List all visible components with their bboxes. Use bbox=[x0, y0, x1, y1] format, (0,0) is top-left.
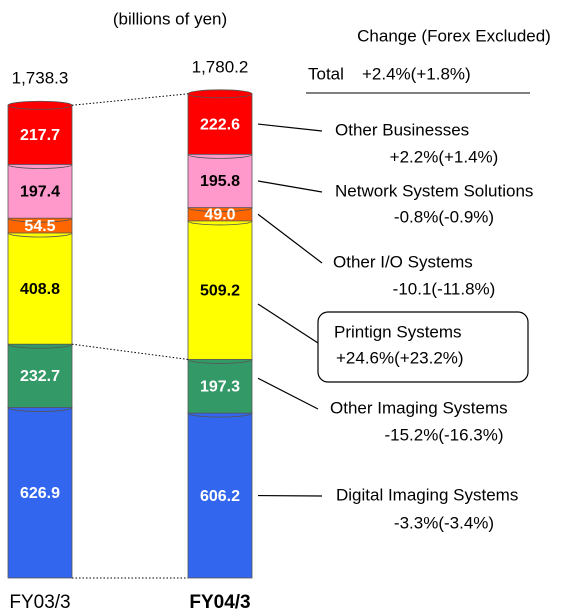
series-name: Other I/O Systems bbox=[333, 252, 473, 271]
series-change: +24.6%(+23.2%) bbox=[336, 348, 464, 367]
bar-segment bbox=[7, 164, 73, 219]
segment-label: 606.2 bbox=[200, 488, 240, 505]
series-name: Digital Imaging Systems bbox=[336, 485, 518, 504]
segment-label: 217.7 bbox=[20, 127, 60, 144]
series-name: Other Imaging Systems bbox=[330, 398, 508, 417]
segment-label: 509.2 bbox=[200, 282, 240, 299]
bar-segment bbox=[187, 359, 253, 414]
x-tick-label: FY04/3 bbox=[189, 592, 250, 613]
x-tick-label: FY03/3 bbox=[9, 592, 70, 613]
segment-label: 49.0 bbox=[204, 207, 235, 224]
bar-segment bbox=[187, 153, 253, 209]
change-header: Change (Forex Excluded) bbox=[357, 26, 551, 45]
segment-label: 195.8 bbox=[200, 173, 240, 190]
bar-segment bbox=[187, 220, 253, 360]
segment-edge bbox=[7, 100, 73, 110]
callout-line bbox=[257, 180, 323, 193]
series-name: Printign Systems bbox=[334, 322, 462, 341]
segment-label: 408.8 bbox=[20, 281, 60, 298]
connector bbox=[71, 93, 189, 106]
segment-label: 197.3 bbox=[200, 378, 240, 395]
bar-segment bbox=[187, 412, 253, 579]
callout-line bbox=[257, 377, 319, 410]
callout-line bbox=[257, 303, 319, 344]
callout-line bbox=[257, 123, 323, 132]
callout-line bbox=[257, 213, 323, 264]
callout-box bbox=[317, 311, 529, 383]
total-label: 1,738.3 bbox=[12, 69, 69, 88]
subtitle: (billions of yen) bbox=[113, 9, 227, 28]
total-name: Total bbox=[308, 64, 344, 83]
series-change: -15.2%(-16.3%) bbox=[384, 425, 503, 444]
series-change: +2.2%(+1.4%) bbox=[390, 147, 499, 166]
series-name: Network System Solutions bbox=[335, 181, 533, 200]
series-change: -0.8%(-0.9%) bbox=[394, 207, 494, 226]
bar-segment bbox=[7, 232, 73, 345]
series-change: -10.1(-11.8%) bbox=[393, 279, 496, 298]
segment-label: 232.7 bbox=[20, 368, 60, 385]
segment-label: 222.6 bbox=[200, 116, 240, 133]
segment-label: 54.5 bbox=[24, 218, 55, 235]
segment-label: 626.9 bbox=[20, 485, 60, 502]
total-label: 1,780.2 bbox=[192, 57, 249, 76]
bar-segment bbox=[7, 104, 73, 165]
bar-segment bbox=[187, 93, 253, 155]
segment-label: 197.4 bbox=[20, 184, 60, 201]
series-name: Other Businesses bbox=[335, 120, 469, 139]
connector bbox=[71, 343, 189, 360]
series-change: -3.3%(-3.4%) bbox=[394, 513, 494, 532]
bar-segment bbox=[7, 407, 73, 579]
total-change: +2.4%(+1.8%) bbox=[362, 64, 471, 83]
segment-edge bbox=[187, 89, 253, 99]
